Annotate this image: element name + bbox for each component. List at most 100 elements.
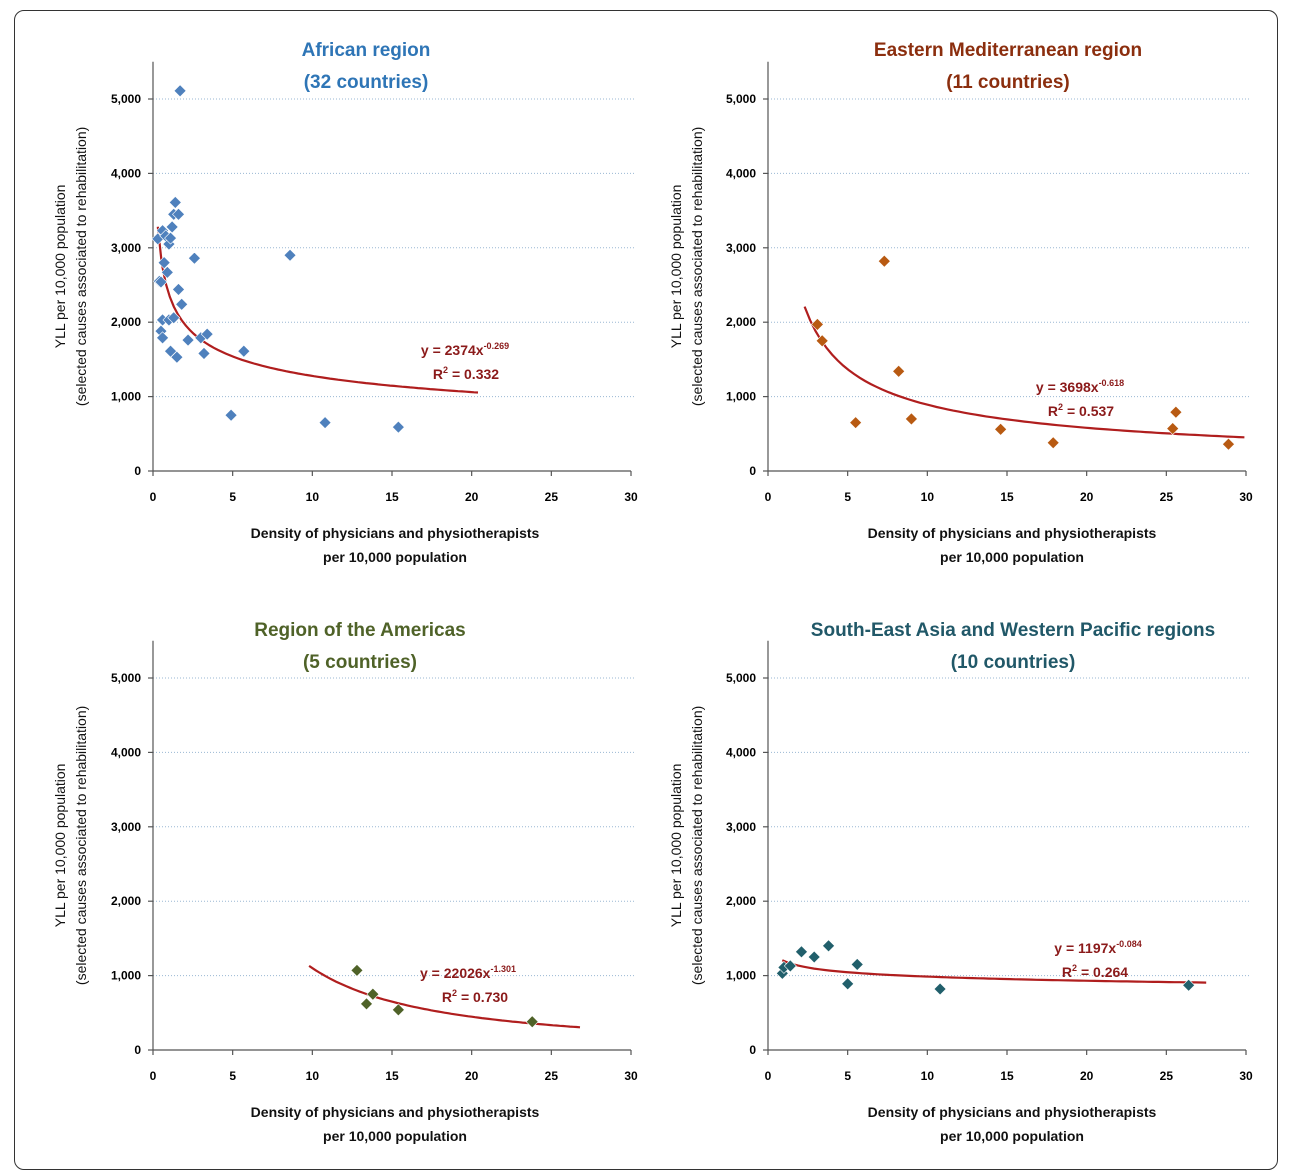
data-point: [1166, 422, 1180, 436]
y-tick-label: 3,000: [726, 820, 756, 834]
y-tick-label: 4,000: [111, 166, 141, 180]
y-axis-label: YLL per 10,000 population: [52, 764, 68, 928]
trend-equation: y = 22026x-1.301: [420, 964, 516, 981]
panel-subtitle: (11 countries): [946, 72, 1070, 93]
data-point: [156, 331, 169, 345]
y-tick-label: 4,000: [726, 745, 756, 759]
x-tick-label: 25: [545, 1069, 559, 1083]
y-tick-label: 0: [134, 1043, 141, 1057]
data-point: [350, 963, 364, 977]
x-tick-label: 20: [1080, 1069, 1094, 1083]
data-point: [904, 412, 918, 426]
x-tick-label: 25: [1160, 1069, 1174, 1083]
data-point: [173, 84, 187, 98]
data-point: [877, 254, 891, 268]
data-point: [360, 997, 373, 1011]
y-tick-label: 1,000: [726, 390, 756, 404]
y-axis-label: (selected causes associated to rehabilit…: [689, 127, 705, 406]
data-point: [283, 248, 297, 262]
x-axis-label: Density of physicians and physiotherapis…: [868, 1104, 1157, 1120]
data-point: [154, 275, 168, 289]
y-tick-label: 4,000: [111, 745, 141, 759]
data-point: [366, 987, 380, 1001]
panel-subtitle: (5 countries): [303, 652, 417, 673]
data-point: [795, 945, 808, 959]
y-tick-label: 5,000: [111, 671, 141, 685]
x-axis-label: per 10,000 population: [323, 1128, 467, 1144]
data-point: [175, 297, 189, 311]
y-tick-label: 4,000: [726, 166, 756, 180]
x-tick-label: 15: [1000, 1069, 1014, 1083]
panel-title: Eastern Mediterranean region: [874, 40, 1142, 61]
x-tick-label: 0: [765, 1069, 772, 1083]
y-tick-label: 2,000: [726, 894, 756, 908]
x-axis-label: Density of physicians and physiotherapis…: [251, 1104, 540, 1120]
data-point: [1222, 437, 1235, 451]
x-tick-label: 30: [1239, 490, 1253, 504]
r-squared: R2 = 0.730: [442, 988, 508, 1005]
panel-subtitle: (10 countries): [951, 652, 1076, 673]
x-tick-label: 0: [765, 490, 772, 504]
chart-panel-3: 0 1,000 2,000 3,000 4,000 5,000 0 5 10 15 20 25 30 Re…: [52, 620, 638, 1144]
data-point: [525, 1015, 539, 1029]
trend-equation: y = 3698x-0.618: [1036, 378, 1124, 395]
data-point: [237, 344, 251, 358]
x-tick-label: 0: [150, 490, 157, 504]
data-point: [892, 364, 906, 378]
y-tick-label: 0: [749, 1043, 756, 1057]
data-point: [172, 283, 185, 296]
y-tick-label: 5,000: [111, 92, 141, 106]
y-tick-label: 1,000: [111, 390, 141, 404]
y-tick-label: 3,000: [726, 241, 756, 255]
x-tick-label: 5: [229, 490, 236, 504]
data-point: [181, 333, 195, 347]
x-tick-label: 25: [545, 490, 559, 504]
y-tick-label: 1,000: [111, 969, 141, 983]
chart-panel-2: 0 1,000 2,000 3,000 4,000 5,000 0 5 10 15 20 25 30 Ea…: [668, 40, 1253, 565]
trend-line: [803, 306, 1245, 439]
data-point: [157, 256, 171, 270]
x-tick-label: 10: [306, 1069, 320, 1083]
x-tick-label: 30: [624, 490, 638, 504]
x-tick-label: 20: [1080, 490, 1094, 504]
chart-panel-4: 0 1,000 2,000 3,000 4,000 5,000 0 5 10 15 20 25 30 So…: [668, 620, 1253, 1144]
x-tick-label: 5: [844, 490, 851, 504]
data-point: [810, 318, 824, 331]
x-tick-label: 25: [1160, 490, 1174, 504]
panel-title: Region of the Americas: [254, 620, 466, 641]
data-point: [391, 420, 405, 434]
r-squared: R2 = 0.537: [1048, 402, 1114, 419]
data-point: [188, 251, 201, 265]
y-tick-label: 1,000: [726, 969, 756, 983]
data-point: [822, 939, 835, 953]
x-tick-label: 30: [624, 1069, 638, 1083]
r-squared: R2 = 0.264: [1062, 963, 1128, 980]
y-axis-label: (selected causes associated to rehabilit…: [689, 706, 705, 985]
data-point: [167, 311, 181, 325]
x-tick-label: 5: [229, 1069, 236, 1083]
data-point: [165, 220, 179, 234]
data-point: [164, 231, 177, 245]
data-point: [933, 982, 947, 996]
x-tick-label: 15: [385, 490, 399, 504]
data-point: [197, 347, 211, 360]
y-tick-label: 5,000: [726, 92, 756, 106]
data-point: [815, 334, 829, 348]
x-tick-label: 5: [844, 1069, 851, 1083]
data-point: [994, 422, 1008, 436]
x-axis-label: per 10,000 population: [940, 549, 1084, 565]
x-axis-label: Density of physicians and physiotherapis…: [251, 525, 540, 541]
x-axis-label: per 10,000 population: [940, 1128, 1084, 1144]
data-point: [783, 959, 797, 973]
trend-line: [781, 959, 1207, 984]
data-point: [160, 265, 174, 279]
chart-panel-1: 0 1,000 2,000 3,000 4,000 5,000 0 5 10 15 20 25 30 Af…: [52, 40, 638, 565]
y-tick-label: 2,000: [111, 315, 141, 329]
x-tick-label: 10: [921, 490, 935, 504]
panel-title: South-East Asia and Western Pacific regi…: [811, 620, 1215, 641]
y-tick-label: 0: [134, 464, 141, 478]
data-point: [1182, 978, 1196, 992]
data-point: [849, 416, 863, 430]
panel-subtitle: (32 countries): [304, 72, 429, 93]
